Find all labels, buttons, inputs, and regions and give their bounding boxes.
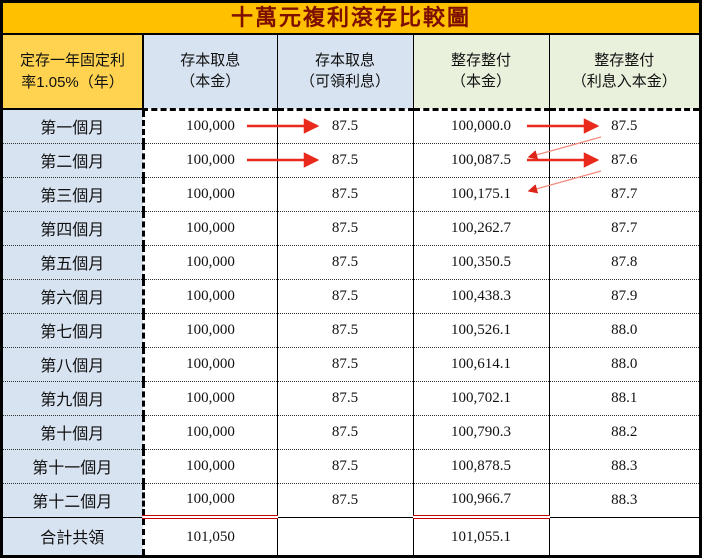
cell-compound-principal: 100,790.3 bbox=[412, 415, 549, 450]
header-compound-interest-line1: 整存整付 bbox=[594, 51, 655, 69]
row-label: 第九個月 bbox=[3, 381, 143, 416]
cell-compound-principal: 100,000.0 bbox=[412, 109, 549, 144]
cell-fixed-principal: 100,000 bbox=[141, 483, 277, 519]
table-row-month: 第二個月 100,000 87.5 100,087.5 87.6 bbox=[3, 143, 699, 178]
table-row-month: 第六個月 100,000 87.5 100,438.3 87.9 bbox=[3, 279, 699, 314]
row-label: 第十一個月 bbox=[3, 449, 143, 484]
row-label: 第二個月 bbox=[3, 143, 143, 178]
cell-compound-principal: 100,966.7 bbox=[412, 483, 549, 519]
cell-compound-interest: 87.5 bbox=[548, 109, 699, 144]
page-title: 十萬元複利滾存比較圖 bbox=[3, 3, 699, 35]
cell-fixed-principal: 100,000 bbox=[141, 415, 277, 450]
cell-compound-interest: 87.7 bbox=[548, 177, 699, 212]
cell-fixed-principal: 100,000 bbox=[141, 279, 277, 314]
table-row-month: 第十二個月 100,000 87.5 100,966.7 88.3 bbox=[3, 483, 699, 519]
table-row-month: 第七個月 100,000 87.5 100,526.1 88.0 bbox=[3, 313, 699, 348]
cell-compound-principal: 100,262.7 bbox=[412, 211, 549, 246]
cell-compound-principal: 100,614.1 bbox=[412, 347, 549, 382]
cell-fixed-principal: 100,000 bbox=[141, 381, 277, 416]
cell-fixed-interest: 87.5 bbox=[276, 245, 413, 280]
row-label: 第六個月 bbox=[3, 279, 143, 314]
cell-compound-interest: 88.1 bbox=[548, 381, 699, 416]
cell-fixed-principal: 100,000 bbox=[141, 143, 277, 178]
cell-compound-interest: 88.3 bbox=[548, 449, 699, 484]
cell-compound-interest: 87.6 bbox=[548, 143, 699, 178]
cell-compound-interest: 87.8 bbox=[548, 245, 699, 280]
cell-compound-interest: 87.7 bbox=[548, 211, 699, 246]
cell-fixed-interest: 87.5 bbox=[276, 313, 413, 348]
header-rate-line2: 率1.05%（年） bbox=[21, 73, 124, 91]
cell-compound-principal: 100,702.1 bbox=[412, 381, 549, 416]
header-fixed-interest-line2: （可領利息） bbox=[299, 73, 390, 91]
cell-compound-interest: 88.3 bbox=[548, 483, 699, 518]
table-row-month: 第四個月 100,000 87.5 100,262.7 87.7 bbox=[3, 211, 699, 246]
row-label: 第十二個月 bbox=[3, 483, 143, 518]
table-row-month: 第三個月 100,000 87.5 100,175.1 87.7 bbox=[3, 177, 699, 212]
header-fixed-principal: 存本取息 （本金） bbox=[142, 35, 277, 111]
row-label: 第四個月 bbox=[3, 211, 143, 246]
cell-compound-interest: 87.9 bbox=[548, 279, 699, 314]
cell-compound-principal: 100,438.3 bbox=[412, 279, 549, 314]
cell-fixed-principal: 100,000 bbox=[141, 177, 277, 212]
comparison-table: 定存一年固定利 率1.05%（年） 存本取息 （本金） 存本取息 （可領利息） … bbox=[3, 35, 699, 555]
row-label: 第十個月 bbox=[3, 415, 143, 450]
cell-compound-principal: 100,878.5 bbox=[412, 449, 549, 484]
header-compound-principal: 整存整付 （本金） bbox=[412, 35, 549, 111]
cell-compound-principal: 100,087.5 bbox=[412, 143, 549, 178]
cell-compound-interest: 88.0 bbox=[548, 347, 699, 382]
header-fixed-principal-line1: 存本取息 bbox=[180, 51, 241, 69]
table-row-month: 第十一個月 100,000 87.5 100,878.5 88.3 bbox=[3, 449, 699, 484]
cell-compound-principal: 100,526.1 bbox=[412, 313, 549, 348]
cell-fixed-interest: 87.5 bbox=[276, 449, 413, 484]
header-row: 定存一年固定利 率1.05%（年） 存本取息 （本金） 存本取息 （可領利息） … bbox=[3, 35, 699, 111]
header-rate: 定存一年固定利 率1.05%（年） bbox=[3, 35, 143, 110]
cell-fixed-interest: 87.5 bbox=[276, 483, 413, 518]
table-row-month: 第八個月 100,000 87.5 100,614.1 88.0 bbox=[3, 347, 699, 382]
row-label: 第八個月 bbox=[3, 347, 143, 382]
table-body: 第一個月 100,000 87.5 100,000.0 87.5 第二個月 100,000 8… bbox=[3, 109, 699, 555]
row-label: 第一個月 bbox=[3, 109, 143, 144]
cell-fixed-interest: 87.5 bbox=[276, 109, 413, 144]
cell-fixed-interest: 87.5 bbox=[276, 279, 413, 314]
cell-compound-interest: 88.2 bbox=[548, 415, 699, 450]
row-label: 第七個月 bbox=[3, 313, 143, 348]
cell-fixed-interest: 87.5 bbox=[276, 381, 413, 416]
header-compound-interest-line2: （利息入本金） bbox=[571, 73, 677, 91]
cell-fixed-principal: 100,000 bbox=[141, 245, 277, 280]
header-compound-principal-line2: （本金） bbox=[450, 73, 511, 91]
table-row-total: 合計共領 101,050 101,055.1 bbox=[3, 517, 699, 555]
cell-fixed-interest: 87.5 bbox=[276, 143, 413, 178]
header-fixed-interest: 存本取息 （可領利息） bbox=[276, 35, 413, 111]
cell-fixed-principal: 100,000 bbox=[141, 211, 277, 246]
cell-compound-interest: 88.0 bbox=[548, 313, 699, 348]
cell-compound-principal: 100,350.5 bbox=[412, 245, 549, 280]
table-row-month: 第一個月 100,000 87.5 100,000.0 87.5 bbox=[3, 109, 699, 144]
row-label: 第五個月 bbox=[3, 245, 143, 280]
cell-fixed-interest: 87.5 bbox=[276, 415, 413, 450]
total-fixed-interest bbox=[276, 517, 413, 555]
cell-fixed-principal: 100,000 bbox=[141, 313, 277, 348]
total-compound-interest bbox=[548, 517, 699, 555]
total-compound-principal: 101,055.1 bbox=[412, 517, 549, 555]
total-label: 合計共領 bbox=[3, 517, 143, 555]
cell-fixed-principal: 100,000 bbox=[141, 109, 277, 144]
cell-fixed-principal: 100,000 bbox=[141, 449, 277, 484]
cell-compound-principal: 100,175.1 bbox=[412, 177, 549, 212]
table-row-month: 第九個月 100,000 87.5 100,702.1 88.1 bbox=[3, 381, 699, 416]
cell-fixed-interest: 87.5 bbox=[276, 177, 413, 212]
cell-fixed-interest: 87.5 bbox=[276, 347, 413, 382]
row-label: 第三個月 bbox=[3, 177, 143, 212]
header-compound-principal-line1: 整存整付 bbox=[450, 51, 511, 69]
cell-fixed-interest: 87.5 bbox=[276, 211, 413, 246]
header-compound-interest: 整存整付 （利息入本金） bbox=[548, 35, 699, 111]
header-fixed-principal-line2: （本金） bbox=[180, 73, 241, 91]
cell-fixed-principal: 100,000 bbox=[141, 347, 277, 382]
total-fixed-principal: 101,050 bbox=[141, 517, 277, 555]
header-fixed-interest-line1: 存本取息 bbox=[314, 51, 375, 69]
header-rate-line1: 定存一年固定利 bbox=[19, 51, 125, 69]
table-row-month: 第五個月 100,000 87.5 100,350.5 87.8 bbox=[3, 245, 699, 280]
table-row-month: 第十個月 100,000 87.5 100,790.3 88.2 bbox=[3, 415, 699, 450]
